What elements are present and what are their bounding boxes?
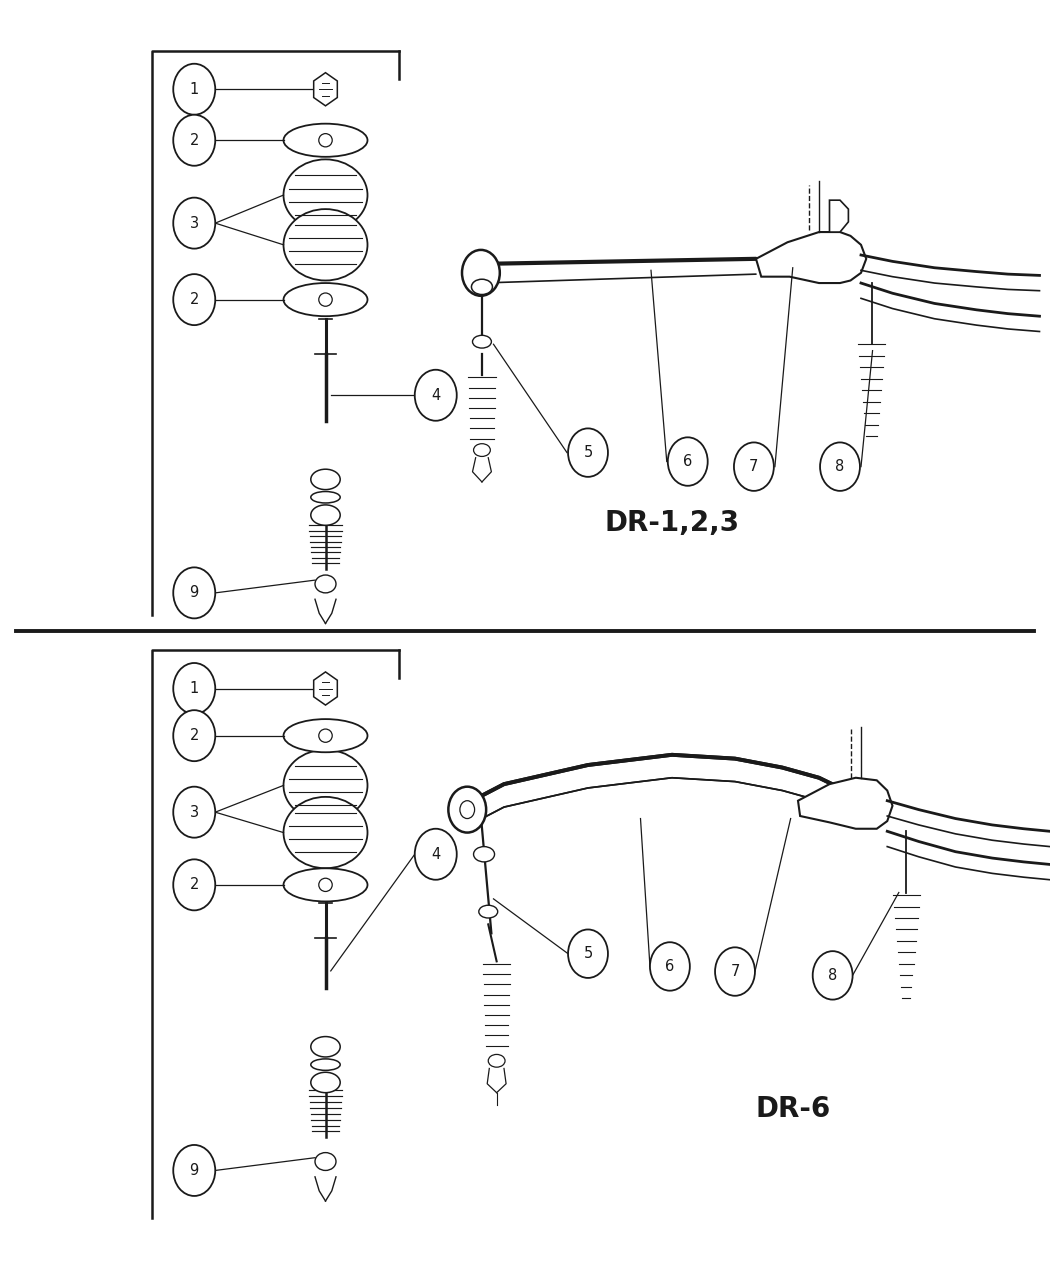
Text: 1: 1: [190, 681, 198, 696]
Circle shape: [173, 64, 215, 115]
Text: 8: 8: [828, 968, 837, 983]
Ellipse shape: [284, 159, 367, 231]
Circle shape: [173, 787, 215, 838]
Circle shape: [650, 942, 690, 991]
Polygon shape: [830, 200, 848, 232]
Circle shape: [734, 442, 774, 491]
Circle shape: [173, 115, 215, 166]
Text: 7: 7: [731, 964, 739, 979]
Ellipse shape: [472, 335, 491, 348]
Ellipse shape: [319, 293, 332, 306]
Circle shape: [173, 567, 215, 618]
Ellipse shape: [474, 444, 490, 456]
Circle shape: [173, 710, 215, 761]
Text: 2: 2: [190, 133, 198, 148]
Text: 2: 2: [190, 292, 198, 307]
Text: 1: 1: [190, 82, 198, 97]
Polygon shape: [314, 73, 337, 106]
Ellipse shape: [474, 847, 495, 862]
Circle shape: [415, 370, 457, 421]
Ellipse shape: [311, 492, 340, 504]
Text: DR-6: DR-6: [755, 1095, 831, 1123]
Ellipse shape: [315, 1153, 336, 1170]
Ellipse shape: [471, 279, 492, 295]
Ellipse shape: [311, 1037, 340, 1057]
Ellipse shape: [284, 750, 367, 821]
Ellipse shape: [311, 1058, 340, 1071]
Text: 7: 7: [750, 459, 758, 474]
Circle shape: [173, 859, 215, 910]
Ellipse shape: [319, 878, 332, 891]
Ellipse shape: [311, 1072, 340, 1093]
Circle shape: [820, 442, 860, 491]
Ellipse shape: [284, 124, 367, 157]
Ellipse shape: [479, 905, 498, 918]
Ellipse shape: [319, 729, 332, 742]
Circle shape: [173, 274, 215, 325]
Text: 2: 2: [190, 728, 198, 743]
Text: 4: 4: [432, 847, 440, 862]
Text: 6: 6: [684, 454, 692, 469]
Ellipse shape: [284, 797, 367, 868]
Text: DR-1,2,3: DR-1,2,3: [605, 509, 739, 537]
Text: 8: 8: [836, 459, 844, 474]
Polygon shape: [756, 232, 866, 283]
Circle shape: [568, 428, 608, 477]
Ellipse shape: [284, 719, 367, 752]
Text: 9: 9: [190, 1163, 198, 1178]
Text: 9: 9: [190, 585, 198, 601]
Ellipse shape: [284, 283, 367, 316]
Circle shape: [173, 663, 215, 714]
Circle shape: [462, 250, 500, 296]
Text: 4: 4: [432, 388, 440, 403]
Circle shape: [813, 951, 853, 1000]
Ellipse shape: [319, 134, 332, 147]
Text: 2: 2: [190, 877, 198, 892]
Ellipse shape: [315, 575, 336, 593]
Circle shape: [668, 437, 708, 486]
Ellipse shape: [488, 1054, 505, 1067]
Text: 5: 5: [584, 445, 592, 460]
Ellipse shape: [311, 505, 340, 525]
Circle shape: [173, 198, 215, 249]
Text: 3: 3: [190, 805, 198, 820]
Circle shape: [448, 787, 486, 833]
Circle shape: [568, 929, 608, 978]
Ellipse shape: [311, 469, 340, 490]
Polygon shape: [314, 672, 337, 705]
Text: 3: 3: [190, 215, 198, 231]
Circle shape: [173, 1145, 215, 1196]
Ellipse shape: [284, 868, 367, 901]
Circle shape: [715, 947, 755, 996]
Text: 6: 6: [666, 959, 674, 974]
Circle shape: [415, 829, 457, 880]
Text: 5: 5: [584, 946, 592, 961]
Polygon shape: [798, 778, 892, 829]
Ellipse shape: [284, 209, 367, 280]
